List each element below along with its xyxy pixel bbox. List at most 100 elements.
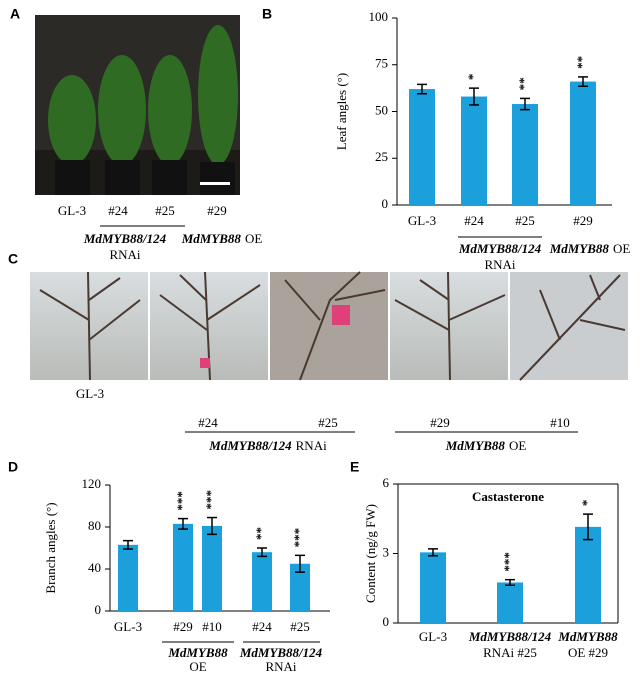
sample-label: GL-3 bbox=[58, 203, 86, 218]
x-tick-label-suffix: RNAi #25 bbox=[483, 645, 537, 660]
y-axis-label: Content (ng/g FW) bbox=[363, 504, 378, 603]
error-bar bbox=[123, 539, 133, 550]
error-bar bbox=[428, 548, 438, 557]
bar bbox=[570, 81, 596, 205]
y-tick-label: 3 bbox=[383, 544, 390, 559]
photo-a bbox=[35, 15, 240, 195]
group-gene: MdMYB88/124 bbox=[208, 438, 292, 453]
y-tick-label: 75 bbox=[375, 56, 388, 71]
panel-label: C bbox=[8, 251, 18, 267]
group-suffix: OE bbox=[613, 241, 630, 256]
group-gene: MdMYB88 bbox=[167, 645, 228, 660]
bar bbox=[497, 582, 523, 623]
y-tick-label: 80 bbox=[88, 518, 101, 533]
panel-label: E bbox=[350, 459, 359, 475]
group-label: MdMYB88/124 RNAi bbox=[208, 438, 327, 453]
sample-label: #24 bbox=[108, 203, 128, 218]
group-gene: MdMYB88 bbox=[445, 438, 506, 453]
x-tick-label-suffix: OE #29 bbox=[568, 645, 608, 660]
sample-label: #25 bbox=[155, 203, 175, 218]
significance: *** bbox=[174, 491, 189, 511]
group-suffix: OE bbox=[189, 659, 206, 674]
y-tick-label: 50 bbox=[375, 102, 388, 117]
sample-label: GL-3 bbox=[76, 386, 104, 401]
group-label: MdMYB88 OE bbox=[181, 231, 263, 246]
error-bar bbox=[520, 97, 530, 111]
bar bbox=[202, 525, 222, 611]
group-label: MdMYB88 OE bbox=[549, 241, 631, 256]
error-bar bbox=[417, 83, 427, 95]
significance: *** bbox=[291, 528, 306, 548]
y-tick-label: 25 bbox=[375, 149, 388, 164]
sample-label: #29 bbox=[207, 203, 227, 218]
y-tick-label: 40 bbox=[88, 560, 101, 575]
y-tick-label: 120 bbox=[82, 476, 102, 491]
group-label: MdMYB88 OE bbox=[445, 438, 527, 453]
x-tick-label: GL-3 bbox=[114, 619, 142, 634]
sample-label: #24 bbox=[198, 415, 218, 430]
x-tick-label: #29 bbox=[173, 619, 193, 634]
group-suffix: RNAi bbox=[109, 247, 140, 262]
sample-label: #10 bbox=[550, 415, 570, 430]
chart-title: Castasterone bbox=[472, 489, 544, 504]
y-tick-label: 0 bbox=[95, 602, 102, 617]
group-gene: MdMYB88/124 bbox=[239, 645, 323, 660]
group-gene: MdMYB88/124 bbox=[83, 231, 167, 246]
group-gene: MdMYB88 bbox=[549, 241, 610, 256]
sample-label: #29 bbox=[430, 415, 450, 430]
error-bar bbox=[207, 516, 217, 536]
x-tick-label: #10 bbox=[202, 619, 222, 634]
bar bbox=[575, 526, 601, 623]
error-bar bbox=[578, 76, 588, 88]
sample-label: #25 bbox=[318, 415, 338, 430]
significance: ** bbox=[253, 527, 268, 540]
group-gene: MdMYB88/124 bbox=[458, 241, 542, 256]
x-tick-label: MdMYB88/124 bbox=[468, 629, 552, 644]
y-axis-label: Branch angles (°) bbox=[43, 502, 58, 593]
error-bar bbox=[583, 513, 593, 541]
group-suffix: OE bbox=[245, 231, 262, 246]
y-tick-label: 100 bbox=[369, 9, 389, 24]
bar bbox=[252, 552, 272, 611]
group-gene: MdMYB88 bbox=[181, 231, 242, 246]
x-tick-label: GL-3 bbox=[408, 213, 436, 228]
bar bbox=[290, 563, 310, 611]
group-suffix: RNAi bbox=[265, 659, 296, 674]
x-tick-label: #24 bbox=[252, 619, 272, 634]
significance: *** bbox=[501, 552, 516, 572]
bar bbox=[173, 523, 193, 611]
x-tick-label: GL-3 bbox=[419, 629, 447, 644]
significance: * bbox=[465, 74, 480, 81]
error-bar bbox=[505, 578, 515, 586]
panel-label: D bbox=[8, 459, 18, 475]
bar bbox=[461, 96, 487, 205]
group-suffix: OE bbox=[509, 438, 526, 453]
x-tick-label: MdMYB88 bbox=[557, 629, 618, 644]
x-tick-label: #25 bbox=[290, 619, 310, 634]
y-axis-label: Leaf angles (°) bbox=[334, 73, 349, 150]
y-tick-label: 0 bbox=[382, 196, 389, 211]
y-tick-label: 6 bbox=[383, 475, 390, 490]
bar bbox=[118, 544, 138, 611]
y-tick-label: 0 bbox=[383, 614, 390, 629]
error-bar bbox=[178, 517, 188, 530]
photos-c bbox=[30, 271, 628, 381]
significance: * bbox=[579, 500, 594, 507]
significance: ** bbox=[574, 56, 589, 69]
error-bar bbox=[257, 547, 267, 558]
significance: ** bbox=[516, 77, 531, 90]
bar bbox=[420, 552, 446, 623]
x-tick-label: #24 bbox=[464, 213, 484, 228]
x-tick-label: #25 bbox=[515, 213, 535, 228]
error-bar bbox=[469, 87, 479, 106]
bar bbox=[512, 104, 538, 205]
bar bbox=[409, 89, 435, 205]
significance: *** bbox=[203, 490, 218, 510]
group-suffix: RNAi bbox=[296, 438, 327, 453]
group-suffix: RNAi bbox=[484, 257, 515, 272]
x-tick-label: #29 bbox=[573, 213, 593, 228]
panel-label: B bbox=[262, 6, 272, 22]
panel-label: A bbox=[10, 6, 20, 22]
error-bar bbox=[295, 554, 305, 573]
